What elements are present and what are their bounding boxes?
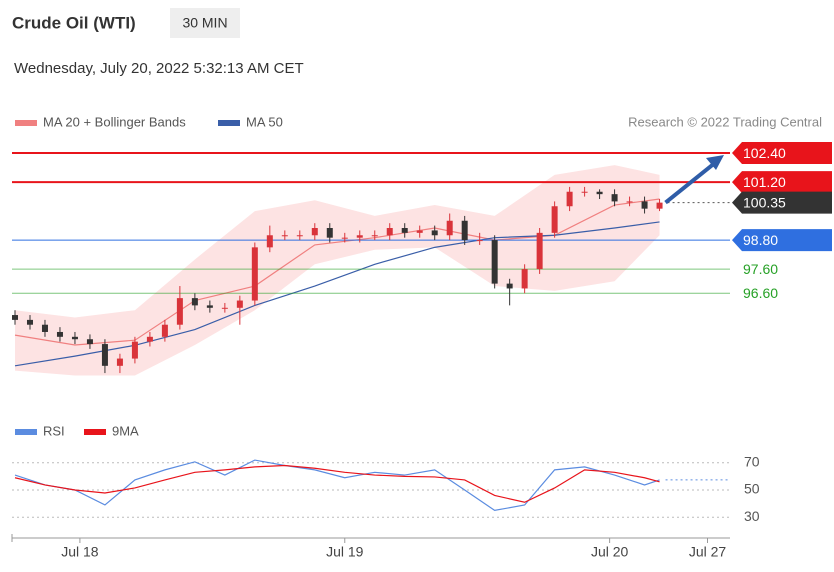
level-label: 98.80 — [743, 232, 778, 248]
level-label: 102.40 — [743, 145, 786, 161]
candle-body — [416, 230, 423, 233]
candle-body — [101, 344, 108, 366]
candle-body — [56, 331, 63, 337]
legend-swatch — [84, 429, 106, 435]
candle-body — [341, 237, 348, 239]
legend-label: MA 50 — [246, 114, 283, 129]
rsi-line — [14, 464, 660, 503]
candle-body — [236, 300, 243, 308]
candle-body — [191, 298, 198, 306]
candle-body — [611, 194, 618, 202]
level-label: 101.20 — [743, 174, 786, 190]
candle-body — [371, 235, 378, 237]
title: Crude Oil (WTI) — [12, 13, 136, 32]
candle-body — [161, 324, 168, 337]
level-tag — [732, 171, 832, 194]
candle-body — [221, 307, 228, 309]
rsi-line — [14, 459, 660, 512]
candle-body — [566, 191, 573, 207]
candle-body — [401, 228, 408, 233]
level-tag — [732, 229, 832, 252]
projection-arrow — [664, 160, 718, 205]
candle-body — [146, 336, 153, 342]
candle-body — [326, 228, 333, 238]
legend-label: RSI — [43, 423, 65, 438]
candle-body — [356, 235, 363, 238]
x-tick-label: Jul 20 — [591, 544, 629, 560]
x-tick-label: Jul 18 — [61, 544, 99, 560]
bollinger-band — [14, 165, 660, 376]
rsi-tick-label: 70 — [744, 454, 760, 470]
candle-body — [116, 358, 123, 366]
legend-label: MA 20 + Bollinger Bands — [43, 114, 186, 129]
legend-swatch — [218, 120, 240, 126]
candle-body — [626, 201, 633, 203]
candle-body — [131, 341, 138, 359]
x-tick-label: Jul 19 — [326, 544, 364, 560]
rsi-tick-label: 50 — [744, 481, 760, 497]
candle-body — [506, 283, 513, 289]
level-label: 97.60 — [743, 261, 778, 277]
level-label: 100.35 — [743, 194, 786, 210]
credit: Research © 2022 Trading Central — [628, 114, 822, 129]
x-tick-label: Jul 27 — [689, 544, 727, 560]
ma50-line — [14, 221, 660, 367]
candle-body — [11, 315, 18, 320]
candle-body — [296, 235, 303, 237]
interval: 30 MIN — [182, 15, 227, 31]
legend-swatch — [15, 429, 37, 435]
candle-body — [581, 191, 588, 193]
level-tag — [732, 191, 832, 214]
candle-body — [521, 269, 528, 289]
level-tag — [732, 142, 832, 165]
candle-body — [71, 336, 78, 340]
candle-body — [281, 235, 288, 237]
candle-body — [596, 191, 603, 195]
timestamp: Wednesday, July 20, 2022 5:32:13 AM CET — [14, 60, 304, 77]
candle-body — [431, 230, 438, 236]
candle-body — [386, 228, 393, 236]
rsi-tick-label: 30 — [744, 508, 760, 524]
legend-label: 9MA — [112, 423, 139, 438]
level-label: 96.60 — [743, 285, 778, 301]
candle-body — [536, 232, 543, 270]
candle-body — [656, 202, 663, 209]
candle-body — [26, 319, 33, 325]
candle-body — [461, 220, 468, 241]
candle-body — [491, 240, 498, 284]
candle-body — [251, 247, 258, 301]
interval-badge — [170, 8, 240, 38]
projection-arrowhead — [706, 155, 724, 171]
candle-body — [86, 339, 93, 345]
candle-body — [41, 324, 48, 332]
candle-body — [641, 201, 648, 209]
candle-body — [476, 240, 483, 242]
candle-body — [551, 206, 558, 233]
candle-body — [446, 220, 453, 236]
candle-body — [206, 305, 213, 308]
candle-body — [311, 228, 318, 236]
candle-body — [176, 298, 183, 325]
legend-swatch — [15, 120, 37, 126]
candle-body — [266, 235, 273, 248]
